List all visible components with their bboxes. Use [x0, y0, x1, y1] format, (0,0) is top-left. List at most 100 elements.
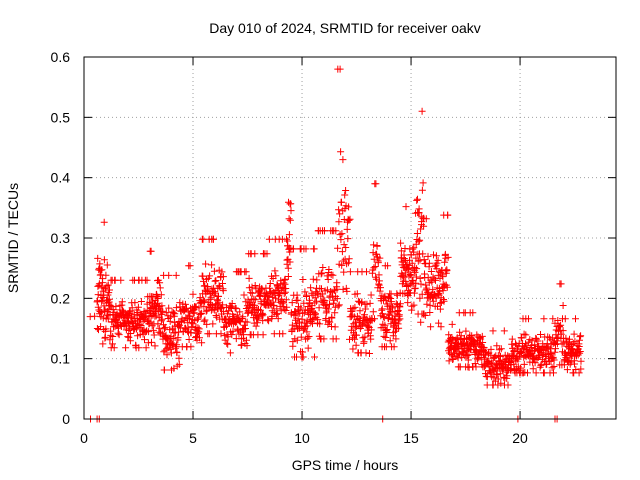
data-point [324, 305, 332, 313]
data-point [338, 248, 346, 256]
data-point [98, 266, 106, 274]
data-point [195, 325, 203, 333]
data-point [100, 256, 108, 264]
data-point [145, 328, 153, 336]
data-point [360, 338, 368, 346]
data-point [517, 364, 525, 372]
data-point [367, 326, 375, 334]
data-point [115, 331, 123, 339]
data-point [426, 309, 434, 316]
x-axis-label: GPS time / hours [292, 457, 399, 473]
data-point [103, 261, 111, 269]
data-point [366, 350, 373, 357]
data-point [390, 343, 398, 351]
data-point [478, 332, 486, 340]
data-point [243, 342, 251, 350]
data-point [550, 356, 558, 364]
data-point [438, 271, 446, 279]
data-point [199, 235, 207, 243]
data-point [321, 227, 328, 235]
data-point [292, 311, 300, 319]
data-point [534, 337, 542, 345]
data-point [285, 215, 293, 223]
x-tick-label: 5 [189, 430, 197, 446]
data-point [97, 323, 105, 331]
data-point [341, 205, 349, 213]
data-point [435, 319, 443, 327]
data-point [318, 269, 326, 277]
data-point [242, 325, 249, 332]
data-point [335, 218, 343, 226]
data-point [152, 312, 160, 320]
data-points [86, 65, 585, 423]
data-point [392, 335, 400, 343]
data-point [282, 285, 290, 292]
data-point [329, 299, 337, 307]
data-point [338, 230, 346, 238]
data-point [343, 260, 351, 268]
data-point [370, 241, 378, 249]
data-point [302, 245, 310, 253]
data-point [425, 259, 433, 267]
data-point [397, 247, 405, 255]
data-point [135, 344, 143, 352]
data-point [224, 333, 232, 341]
data-point [374, 259, 382, 267]
data-point [186, 262, 194, 270]
data-point [148, 338, 155, 346]
data-point [151, 342, 159, 350]
data-point [274, 315, 282, 323]
data-point [165, 304, 173, 312]
data-point [520, 360, 528, 368]
data-point [376, 254, 384, 262]
data-point [418, 186, 426, 194]
data-point [440, 297, 448, 305]
data-point [548, 354, 556, 362]
data-point [339, 285, 347, 293]
data-point [201, 316, 209, 324]
data-point [319, 264, 327, 271]
data-point [156, 284, 164, 292]
data-point [248, 289, 256, 297]
data-point [137, 322, 145, 329]
data-point [147, 247, 155, 255]
data-point [218, 268, 226, 276]
data-point [415, 209, 423, 217]
data-point [289, 245, 297, 253]
data-point [175, 354, 183, 362]
data-point [161, 366, 168, 374]
data-point [153, 293, 161, 301]
data-point [575, 369, 583, 377]
data-point [472, 363, 480, 371]
data-point [497, 352, 504, 360]
data-point [202, 260, 210, 268]
data-point [293, 291, 301, 299]
data-point [171, 329, 179, 337]
data-point [122, 344, 130, 352]
data-point [332, 227, 340, 235]
data-point [204, 283, 212, 291]
data-point [101, 333, 109, 341]
data-point [463, 352, 471, 359]
data-point [288, 321, 296, 329]
data-point [416, 274, 424, 282]
data-point [571, 338, 579, 346]
data-point [577, 357, 585, 365]
data-point [213, 313, 221, 321]
data-point [264, 293, 272, 301]
data-point [316, 320, 324, 328]
data-point [165, 271, 173, 279]
data-point [416, 236, 424, 244]
y-tick-label: 0.2 [51, 290, 71, 306]
data-point [307, 284, 315, 292]
data-point [286, 216, 294, 224]
data-point [361, 305, 369, 313]
data-point [328, 314, 336, 322]
data-point [284, 264, 292, 272]
data-point [557, 330, 565, 338]
data-point [338, 198, 345, 206]
data-point [325, 266, 333, 273]
data-point [395, 324, 403, 332]
y-axis-label: SRMTID / TECUs [5, 183, 21, 293]
